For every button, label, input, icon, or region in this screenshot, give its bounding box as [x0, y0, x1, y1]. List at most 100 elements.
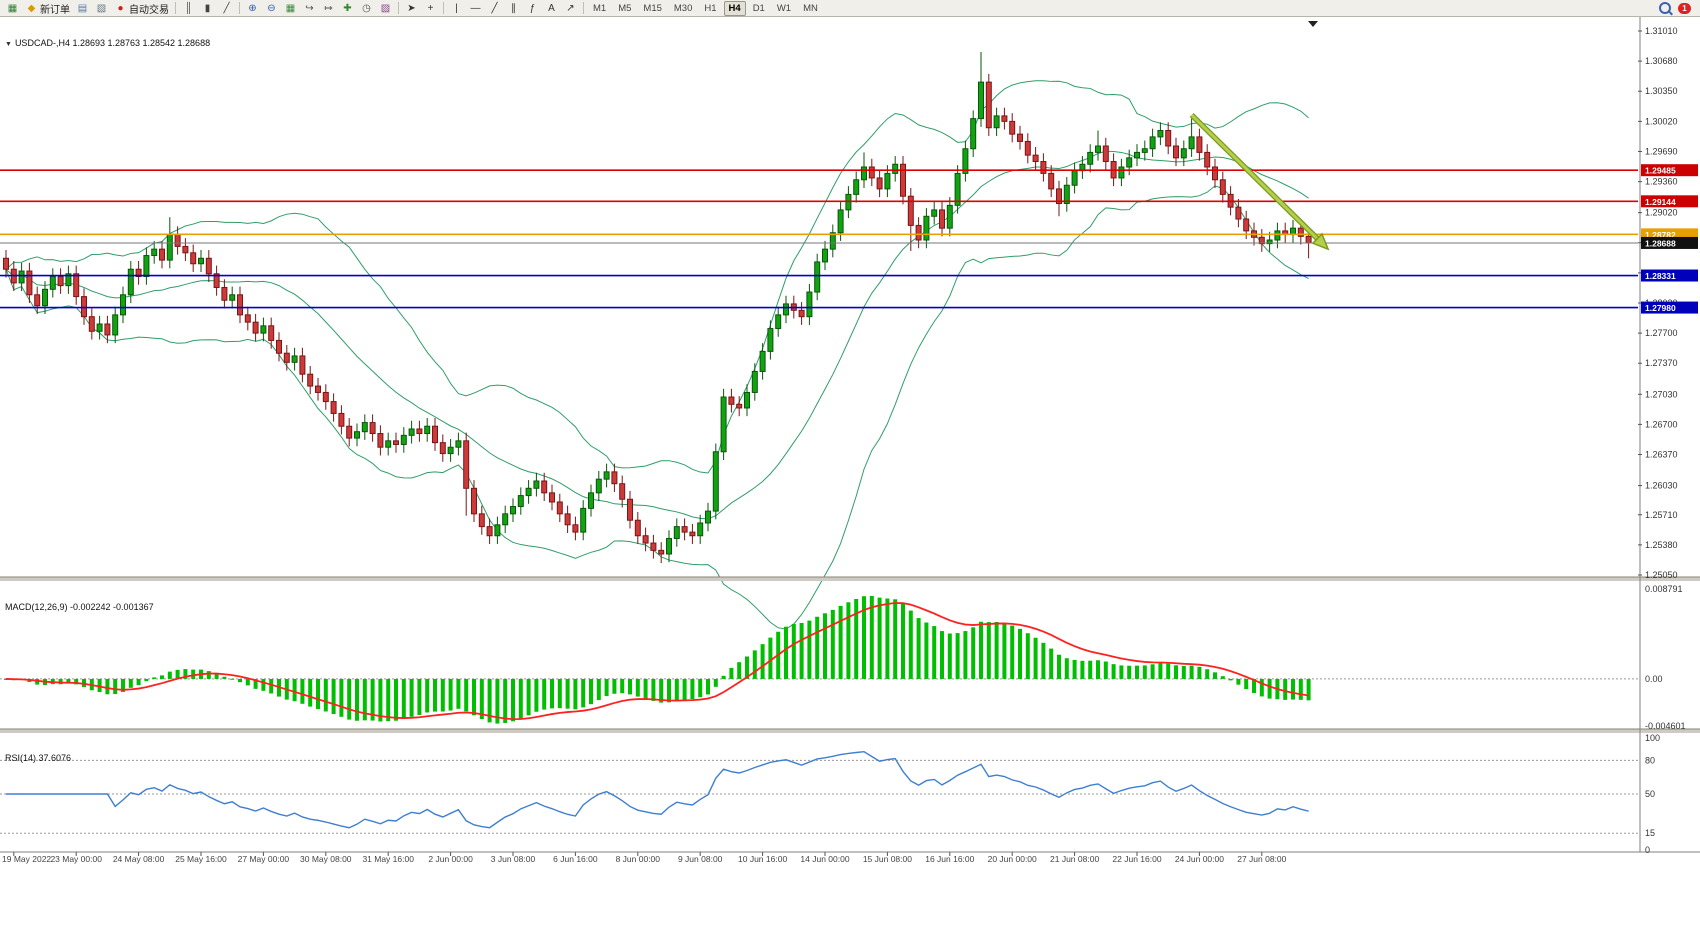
- chart-shift-marker-icon[interactable]: [1308, 21, 1318, 27]
- timeframe-d1-button[interactable]: D1: [752, 2, 765, 14]
- time-axis-label: 23 May 00:00: [50, 854, 102, 864]
- time-axis[interactable]: 19 May 2022 23 May 00:00 24 May 08:00 25 Ma…: [2, 852, 1287, 864]
- price-axis-label: 1.27700: [1645, 328, 1678, 338]
- equidistant-channel-button[interactable]: ∥: [504, 0, 523, 17]
- print-icon: ▤: [77, 2, 88, 14]
- horizontal-line-button[interactable]: —: [466, 0, 485, 17]
- cursor-icon: ➤: [407, 2, 416, 14]
- macd-indicator-label: MACD(12,26,9) -0.002242 -0.001367: [5, 602, 154, 612]
- chart-shift-button[interactable]: ↦: [319, 0, 338, 17]
- crosshair-button[interactable]: +: [421, 0, 440, 17]
- new-order-icon: ◆: [27, 2, 36, 14]
- text-icon: A: [548, 2, 555, 14]
- timeframe-w1-button[interactable]: W1: [776, 2, 792, 14]
- svg-text:-0.004601: -0.004601: [1645, 721, 1686, 731]
- timeframe-h1-button[interactable]: H1: [704, 2, 717, 14]
- tile-windows-button[interactable]: ▦: [281, 0, 300, 17]
- panel-splitters[interactable]: [0, 576, 1700, 733]
- vertical-line-button[interactable]: |: [447, 0, 466, 17]
- timeframe-m5-button[interactable]: M5: [618, 2, 632, 14]
- price-level-lines[interactable]: [0, 169, 1638, 309]
- support-line-2-badge-text: 1.27980: [1645, 303, 1676, 313]
- tile-windows-icon: ▦: [285, 2, 296, 14]
- trendline-button[interactable]: ╱: [485, 0, 504, 17]
- new-order-label: 新订单: [40, 4, 70, 16]
- time-axis-label: 3 Jun 08:00: [491, 854, 536, 864]
- chart-profiles-button[interactable]: ▧: [92, 0, 111, 17]
- print-button[interactable]: ▤: [73, 0, 92, 17]
- line-chart-button[interactable]: ╱: [217, 0, 236, 17]
- time-axis-label: 8 Jun 00:00: [616, 854, 661, 864]
- symbol-ohlc-text: USDCAD-,H4 1.28693 1.28763 1.28542 1.286…: [14, 38, 211, 48]
- timeframe-mn-button[interactable]: MN: [803, 2, 818, 14]
- support-line-1-badge: [1641, 269, 1698, 282]
- price-axis-label: 1.30350: [1645, 86, 1678, 96]
- resistance-line-2-badge-text: 1.29144: [1645, 197, 1676, 207]
- vertical-line-icon: |: [455, 2, 458, 14]
- zoom-in-icon: ⊕: [248, 2, 257, 14]
- time-axis-label: 30 May 08:00: [300, 854, 352, 864]
- new-order-button[interactable]: ◆ 新订单: [22, 0, 73, 17]
- resistance-line-1-badge: [1641, 164, 1698, 177]
- support-line-1-badge-text: 1.28331: [1645, 271, 1676, 281]
- support-line-2-badge: [1641, 301, 1698, 314]
- cursor-button[interactable]: ➤: [402, 0, 421, 17]
- zoom-out-button[interactable]: ⊖: [262, 0, 281, 17]
- toolbar-separator: [239, 2, 240, 14]
- text-button[interactable]: A: [542, 0, 561, 17]
- price-axis-label: 1.27030: [1645, 389, 1678, 399]
- time-axis-label: 20 Jun 00:00: [988, 854, 1037, 864]
- time-axis-label: 27 May 00:00: [238, 854, 290, 864]
- trend-arrow[interactable]: [1189, 113, 1330, 251]
- auto-trading-icon: ●: [117, 2, 124, 14]
- toolbar-separator: [443, 2, 444, 14]
- time-axis-label: 2 Jun 00:00: [428, 854, 473, 864]
- line-chart-icon: ╱: [223, 2, 230, 14]
- time-axis-label: 14 Jun 00:00: [800, 854, 849, 864]
- price-axis-label: 1.25710: [1645, 510, 1678, 520]
- price-axis-label: 1.26700: [1645, 419, 1678, 429]
- timeframe-m30-button[interactable]: M30: [673, 2, 693, 14]
- bar-chart-button[interactable]: ║: [179, 0, 198, 17]
- arrows-button[interactable]: ↗: [561, 0, 580, 17]
- indicators-button[interactable]: ✚: [338, 0, 357, 17]
- main-macd-splitter[interactable]: [0, 577, 1700, 581]
- new-chart-button[interactable]: ▦: [3, 0, 22, 17]
- time-axis-label: 15 Jun 08:00: [863, 854, 912, 864]
- bar-chart-icon: ║: [184, 2, 193, 14]
- timeframe-m15-button[interactable]: M15: [643, 2, 662, 14]
- toolbar-separator: [583, 2, 584, 14]
- macd-rsi-splitter[interactable]: [0, 729, 1700, 733]
- time-axis-label: 9 Jun 08:00: [678, 854, 723, 864]
- search-icon[interactable]: [1659, 2, 1671, 14]
- toolbar-right-icons: 1: [1659, 2, 1697, 14]
- trendline-icon: ╱: [491, 2, 498, 14]
- axes-frame: [0, 17, 1700, 853]
- time-axis-label: 16 Jun 16:00: [925, 854, 974, 864]
- toolbar-separator: [398, 2, 399, 14]
- rsi-axis: 100 80 50 15 0: [1645, 733, 1660, 855]
- timeframe-h4-button[interactable]: H4: [723, 0, 746, 16]
- time-axis-label: 19 May 2022: [2, 854, 51, 864]
- zoom-in-button[interactable]: ⊕: [243, 0, 262, 17]
- price-axis-label: 1.25380: [1645, 540, 1678, 550]
- price-axis[interactable]: 1.31010 1.30680 1.30350 1.30020 1.29690 1.293…: [1638, 26, 1698, 580]
- timeframe-m1-button[interactable]: M1: [593, 2, 607, 14]
- chart-window[interactable]: 1.31010 1.30680 1.30350 1.30020 1.29690 1.293…: [0, 17, 1700, 942]
- macd-panel: [0, 595, 1638, 724]
- candlestick-chart-button[interactable]: ▮: [198, 0, 217, 17]
- bid-price-badge-text: 1.28688: [1645, 238, 1676, 248]
- svg-text:0.00: 0.00: [1645, 674, 1663, 684]
- periods-button[interactable]: ◷: [357, 0, 376, 17]
- new-chart-icon: ▦: [7, 2, 18, 14]
- templates-button[interactable]: ▨: [376, 0, 395, 17]
- auto-scroll-button[interactable]: ↪: [300, 0, 319, 17]
- fibonacci-button[interactable]: ƒ: [523, 0, 542, 17]
- price-axis-label: 1.26030: [1645, 481, 1678, 491]
- chart-symbol-ohlc-label: ▼ USDCAD-,H4 1.28693 1.28763 1.28542 1.28…: [5, 38, 210, 48]
- resistance-line-2-badge: [1641, 195, 1698, 208]
- templates-icon: ▨: [380, 2, 391, 14]
- auto-trading-button[interactable]: ● 自动交易: [111, 0, 172, 17]
- equidistant-channel-icon: ∥: [511, 2, 516, 14]
- notification-badge[interactable]: 1: [1678, 2, 1691, 14]
